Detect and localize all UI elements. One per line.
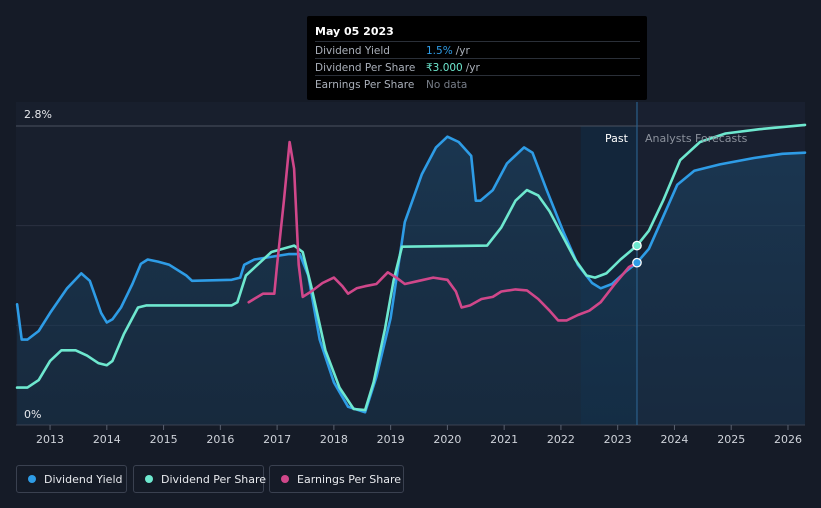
tooltip-row-earnings-per-share: Earnings Per Share No data <box>315 75 640 93</box>
legend-dividend-yield[interactable]: Dividend Yield <box>16 465 127 493</box>
x-tick-label: 2018 <box>320 433 348 446</box>
x-tick-label: 2023 <box>604 433 632 446</box>
x-tick-label: 2017 <box>263 433 291 446</box>
x-tick-label: 2026 <box>774 433 802 446</box>
earnings-per-share-line <box>247 140 639 322</box>
legend-label: Dividend Per Share <box>161 473 267 486</box>
dividend-yield-marker <box>632 257 642 268</box>
y-axis-label-bottom: 0% <box>24 408 41 421</box>
x-tick-label: 2022 <box>547 433 575 446</box>
tooltip-value: ₹3.000/yr <box>426 62 480 74</box>
x-tick-label: 2025 <box>717 433 745 446</box>
x-tick-label: 2014 <box>93 433 121 446</box>
past-label: Past <box>605 132 629 145</box>
x-tick-label: 2020 <box>433 433 461 446</box>
legend-label: Earnings Per Share <box>297 473 402 486</box>
x-tick-label: 2021 <box>490 433 518 446</box>
tooltip-unit: /yr <box>455 45 470 57</box>
tooltip-value-text: 1.5% <box>426 45 453 57</box>
x-tick-label: 2019 <box>377 433 405 446</box>
tooltip-row-dividend-yield: Dividend Yield 1.5%/yr <box>315 41 640 59</box>
x-tick-label: 2013 <box>36 433 64 446</box>
legend-dividend-per-share[interactable]: Dividend Per Share <box>133 465 267 493</box>
tooltip-value: No data <box>426 79 470 91</box>
tooltip: May 05 2023 Dividend Yield 1.5%/yr Divid… <box>307 16 647 100</box>
dividend-yield-area <box>17 136 806 425</box>
tooltip-unit: /yr <box>465 62 480 74</box>
legend-dot <box>28 475 36 483</box>
legend-dot <box>145 475 153 483</box>
y-axis-label-top: 2.8% <box>24 108 52 121</box>
tooltip-value-text: No data <box>426 79 468 91</box>
tooltip-value-text: ₹3.000 <box>426 62 463 74</box>
x-tick-label: 2016 <box>206 433 234 446</box>
tooltip-value: 1.5%/yr <box>426 45 470 57</box>
tooltip-label: Earnings Per Share <box>315 79 415 91</box>
x-tick-label: 2015 <box>150 433 178 446</box>
tooltip-date: May 05 2023 <box>315 25 394 38</box>
legend-earnings-per-share[interactable]: Earnings Per Share <box>269 465 404 493</box>
dividend-per-share-marker <box>632 240 642 251</box>
legend-label: Dividend Yield <box>44 473 123 486</box>
legend-dot <box>281 475 289 483</box>
dividend-yield-line <box>15 135 807 414</box>
tooltip-label: Dividend Per Share <box>315 62 416 74</box>
forecast-label: Analysts Forecasts <box>645 132 748 145</box>
x-tick-label: 2024 <box>660 433 688 446</box>
tooltip-label: Dividend Yield <box>315 45 390 57</box>
tooltip-row-dividend-per-share: Dividend Per Share ₹3.000/yr <box>315 58 640 76</box>
